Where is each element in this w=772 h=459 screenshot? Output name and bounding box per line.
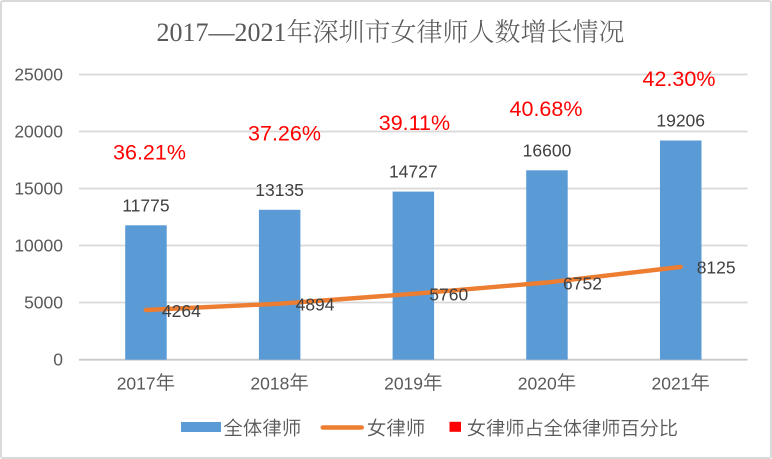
svg-text:42.30%: 42.30% [643, 67, 716, 91]
svg-text:19206: 19206 [656, 111, 705, 131]
svg-text:2018: 2018 [250, 374, 289, 394]
svg-text:13135: 13135 [255, 180, 304, 200]
svg-text:10000: 10000 [14, 236, 63, 256]
svg-text:15000: 15000 [14, 179, 63, 199]
svg-text:25000: 25000 [14, 65, 63, 85]
svg-text:36.21%: 36.21% [113, 140, 186, 164]
svg-text:5000: 5000 [24, 293, 63, 313]
svg-text:8125: 8125 [697, 258, 736, 278]
svg-text:20000: 20000 [14, 122, 63, 142]
svg-text:2019: 2019 [384, 374, 423, 394]
svg-text:5760: 5760 [429, 285, 468, 305]
svg-text:16600: 16600 [523, 140, 572, 160]
svg-text:2021: 2021 [652, 374, 691, 394]
svg-text:40.68%: 40.68% [510, 97, 583, 121]
svg-text:4264: 4264 [162, 301, 201, 321]
svg-text:39.11%: 39.11% [379, 111, 450, 135]
svg-text:2017: 2017 [117, 374, 156, 394]
svg-text:2017—2021: 2017—2021 [157, 18, 287, 47]
svg-text:11775: 11775 [122, 195, 169, 215]
svg-text:14727: 14727 [389, 162, 438, 182]
svg-text:0: 0 [53, 350, 63, 370]
svg-text:2020: 2020 [518, 374, 557, 394]
svg-text:4894: 4894 [296, 295, 335, 315]
svg-text:37.26%: 37.26% [248, 121, 321, 145]
svg-text:6752: 6752 [563, 273, 602, 293]
